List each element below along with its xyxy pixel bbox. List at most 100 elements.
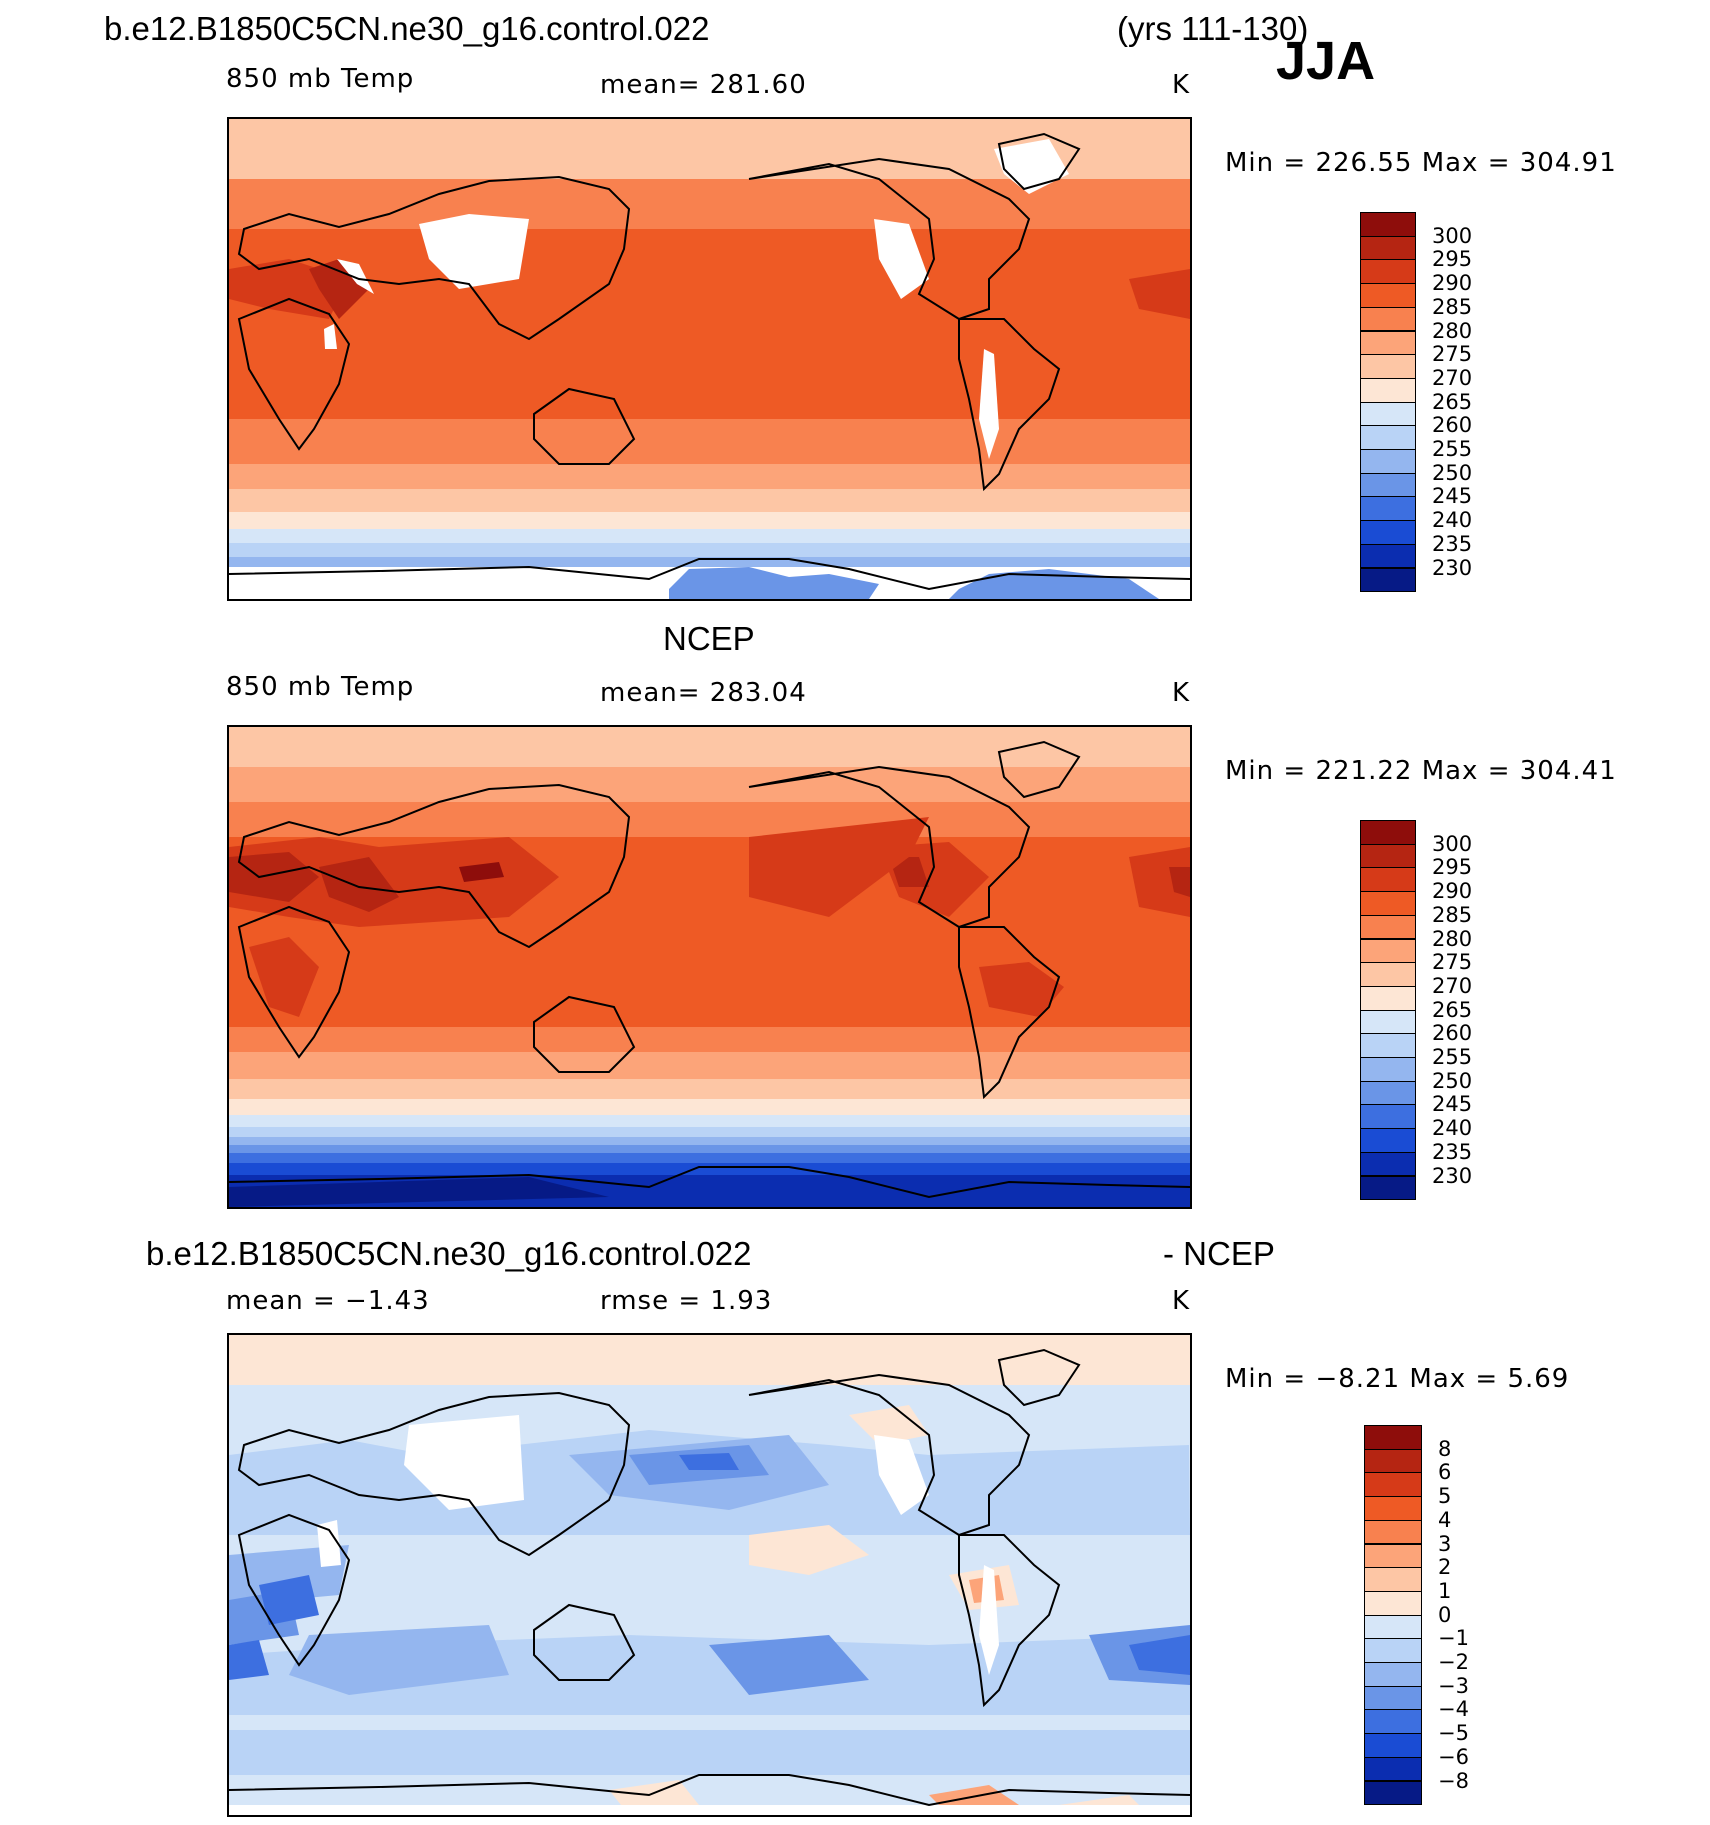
colorbar-cell bbox=[1364, 1472, 1422, 1498]
colorbar-tick-label: 280 bbox=[1432, 926, 1473, 951]
colorbar-cell bbox=[1364, 1685, 1422, 1711]
colorbar-cell bbox=[1360, 235, 1416, 261]
colorbar-cell bbox=[1360, 1033, 1416, 1058]
panel3-title-suffix: - NCEP bbox=[1163, 1235, 1275, 1272]
colorbar-cell bbox=[1364, 1448, 1422, 1474]
colorbar-cell bbox=[1364, 1590, 1422, 1616]
colorbar-cell bbox=[1360, 212, 1416, 237]
colorbar-cell bbox=[1360, 425, 1416, 450]
colorbar-cell bbox=[1360, 1009, 1416, 1035]
colorbar-tick-label: 300 bbox=[1432, 223, 1473, 248]
colorbar-cell bbox=[1364, 1425, 1422, 1450]
colorbar-tick-label: 235 bbox=[1432, 1139, 1473, 1164]
colorbar-tick-label: 230 bbox=[1432, 1163, 1473, 1188]
colorbar-tick-label: 295 bbox=[1432, 247, 1473, 272]
colorbar-tick-label: 4 bbox=[1438, 1507, 1452, 1532]
colorbar-tick-label: 5 bbox=[1438, 1484, 1452, 1509]
colorbar-cell bbox=[1360, 377, 1416, 403]
colorbar-tick-label: 3 bbox=[1438, 1531, 1452, 1556]
colorbar-cell bbox=[1360, 1057, 1416, 1082]
colorbar-cell bbox=[1360, 1128, 1416, 1153]
colorbar-tick-label: 6 bbox=[1438, 1460, 1452, 1485]
colorbar-cell bbox=[1364, 1780, 1422, 1806]
colorbar-tick-label: 275 bbox=[1432, 342, 1473, 367]
panel3-minmax-label: Min = −8.21 Max = 5.69 bbox=[1225, 1364, 1570, 1394]
colorbar-tick-label: 260 bbox=[1432, 1021, 1473, 1046]
colorbar-tick-label: 240 bbox=[1432, 1116, 1473, 1141]
colorbar-tick-label: 300 bbox=[1432, 831, 1473, 856]
colorbar-cell bbox=[1364, 1614, 1422, 1640]
colorbar-cell bbox=[1360, 914, 1416, 940]
colorbar-cell bbox=[1360, 1175, 1416, 1201]
colorbar-cell bbox=[1360, 330, 1416, 356]
colorbar-cell bbox=[1360, 1151, 1416, 1177]
colorbar-tick-label: −3 bbox=[1438, 1673, 1469, 1698]
panel1-map bbox=[227, 117, 1192, 601]
colorbar-tick-label: 285 bbox=[1432, 902, 1473, 927]
colorbar-cell bbox=[1360, 962, 1416, 987]
colorbar-cell bbox=[1360, 867, 1416, 893]
colorbar-cell bbox=[1364, 1543, 1422, 1569]
colorbar-cell bbox=[1364, 1756, 1422, 1782]
panel3-title-case: b.e12.B1850C5CN.ne30_g16.control.022 bbox=[146, 1235, 752, 1272]
colorbar-cell bbox=[1364, 1709, 1422, 1735]
colorbar-tick-label: 240 bbox=[1432, 508, 1473, 533]
colorbar-tick-label: 250 bbox=[1432, 1068, 1473, 1093]
colorbar-cell bbox=[1360, 401, 1416, 427]
colorbar-tick-label: −5 bbox=[1438, 1721, 1469, 1746]
years-label: (yrs 111-130) bbox=[1117, 10, 1309, 47]
panel1-variable-label: 850 mb Temp bbox=[226, 64, 415, 94]
colorbar-tick-label: 275 bbox=[1432, 950, 1473, 975]
colorbar-tick-label: 280 bbox=[1432, 318, 1473, 343]
panel2-units-label: K bbox=[1172, 678, 1191, 708]
colorbar-tick-label: 290 bbox=[1432, 271, 1473, 296]
colorbar-cell bbox=[1360, 938, 1416, 964]
colorbar-tick-label: 285 bbox=[1432, 294, 1473, 319]
colorbar-tick-label: 245 bbox=[1432, 1092, 1473, 1117]
panel1-mean-label: mean= 281.60 bbox=[600, 70, 807, 100]
colorbar-tick-label: 245 bbox=[1432, 484, 1473, 509]
panel2-title: NCEP bbox=[663, 620, 755, 657]
colorbar-tick-label: −4 bbox=[1438, 1697, 1469, 1722]
colorbar-tick-label: 2 bbox=[1438, 1555, 1452, 1580]
colorbar-tick-label: 265 bbox=[1432, 389, 1473, 414]
colorbar-cell bbox=[1364, 1496, 1422, 1521]
colorbar-tick-label: 290 bbox=[1432, 879, 1473, 904]
colorbar-cell bbox=[1364, 1567, 1422, 1592]
colorbar-cell bbox=[1360, 1080, 1416, 1106]
colorbar-cell bbox=[1360, 354, 1416, 379]
panel1-units-label: K bbox=[1172, 70, 1191, 100]
panel3-map bbox=[227, 1333, 1192, 1817]
colorbar-tick-label: 255 bbox=[1432, 1045, 1473, 1069]
colorbar-cell bbox=[1360, 1104, 1416, 1130]
colorbar-tick-label: 265 bbox=[1432, 997, 1473, 1022]
colorbar-tick-label: 295 bbox=[1432, 855, 1473, 880]
colorbar-cell bbox=[1364, 1733, 1422, 1758]
colorbar-tick-label: 0 bbox=[1438, 1602, 1452, 1627]
colorbar-cell bbox=[1360, 283, 1416, 308]
colorbar-cell bbox=[1360, 472, 1416, 498]
colorbar-tick-label: −2 bbox=[1438, 1650, 1469, 1674]
colorbar-tick-label: 8 bbox=[1438, 1436, 1452, 1461]
colorbar-cell bbox=[1364, 1638, 1422, 1663]
colorbar-cell bbox=[1360, 306, 1416, 332]
colorbar-tick-label: −6 bbox=[1438, 1744, 1469, 1769]
colorbar-tick-label: −1 bbox=[1438, 1626, 1469, 1651]
case-name-title: b.e12.B1850C5CN.ne30_g16.control.022 bbox=[104, 10, 710, 47]
season-label: JJA bbox=[1276, 31, 1376, 91]
colorbar-cell bbox=[1360, 543, 1416, 569]
colorbar-cell bbox=[1360, 891, 1416, 916]
panel3-mean-label: mean = −1.43 bbox=[226, 1286, 430, 1316]
colorbar-tick-label: 270 bbox=[1432, 365, 1473, 390]
panel2-minmax-label: Min = 221.22 Max = 304.41 bbox=[1225, 756, 1617, 786]
colorbar-tick-label: 230 bbox=[1432, 555, 1473, 580]
colorbar-cell bbox=[1364, 1519, 1422, 1545]
colorbar-tick-label: 260 bbox=[1432, 413, 1473, 438]
colorbar-cell bbox=[1360, 520, 1416, 545]
colorbar-cell bbox=[1360, 449, 1416, 474]
panel2-variable-label: 850 mb Temp bbox=[226, 672, 415, 702]
colorbar-tick-label: 235 bbox=[1432, 531, 1473, 556]
panel2-map bbox=[227, 725, 1192, 1209]
panel1-minmax-label: Min = 226.55 Max = 304.91 bbox=[1225, 148, 1617, 178]
panel3-units-label: K bbox=[1172, 1286, 1191, 1316]
